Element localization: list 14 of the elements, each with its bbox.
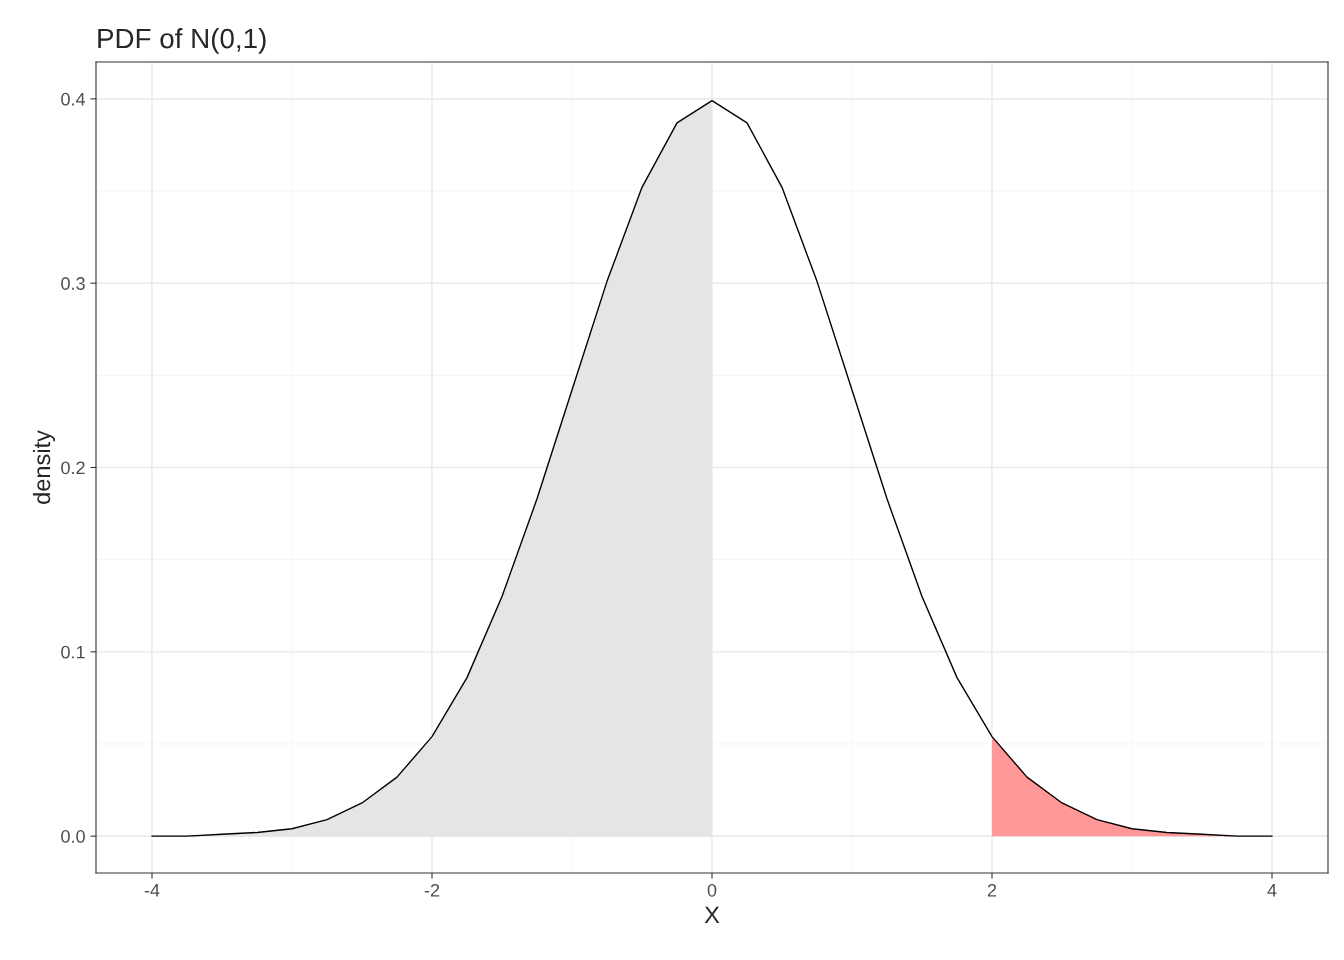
y-tick-label: 0.3 bbox=[61, 277, 85, 290]
x-tick-label: 0 bbox=[707, 883, 717, 897]
chart-title: PDF of N(0,1) bbox=[98, 27, 266, 54]
y-tick-label: 0.0 bbox=[61, 830, 85, 843]
x-tick-label: 4 bbox=[1267, 884, 1277, 897]
y-axis-title: density bbox=[32, 430, 55, 504]
x-tick-label: 2 bbox=[987, 883, 997, 897]
x-tick-label: -4 bbox=[144, 884, 160, 897]
line-series bbox=[151, 100, 1273, 837]
y-tick-label: 0.4 bbox=[61, 92, 86, 106]
x-axis-title: X bbox=[704, 906, 720, 923]
x-tick-label: -2 bbox=[424, 883, 440, 897]
y-tick-label: 0.2 bbox=[61, 461, 85, 475]
y-tick-label: 0.1 bbox=[61, 645, 85, 659]
